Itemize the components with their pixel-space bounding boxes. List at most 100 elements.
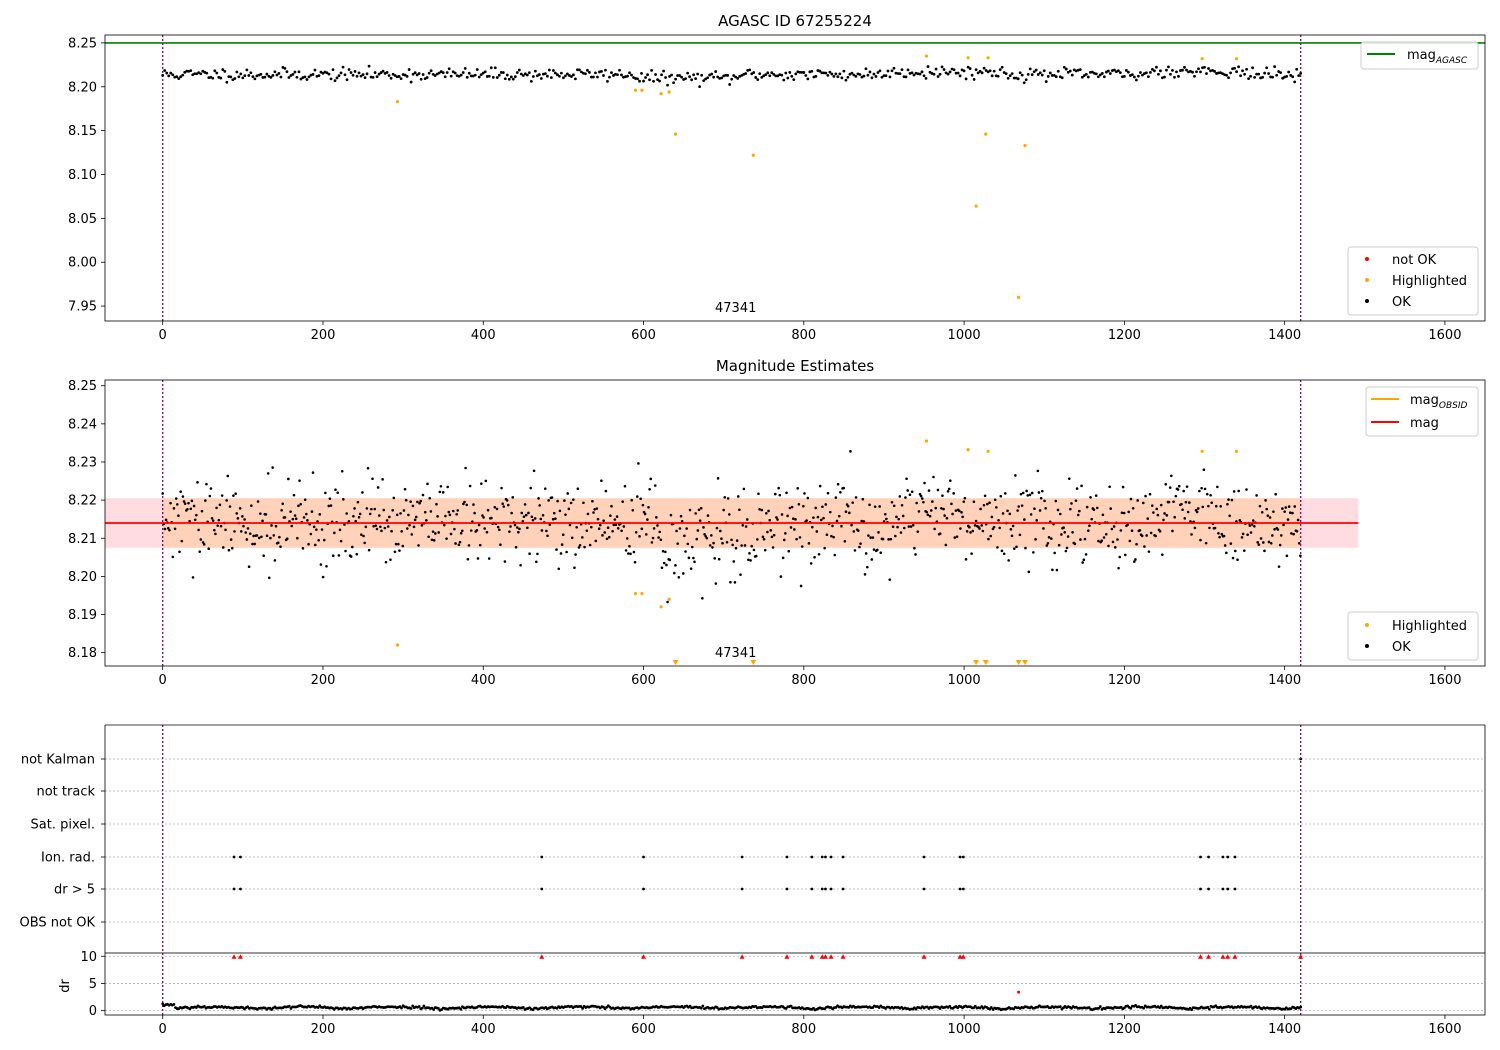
ok-point: [1065, 546, 1069, 550]
ok-point: [1006, 76, 1010, 80]
ok-point: [433, 74, 437, 77]
p4-xtick-label: 400: [471, 1022, 496, 1037]
ok-point: [361, 491, 364, 494]
ok-point: [775, 516, 778, 519]
ok-point: [886, 69, 890, 73]
dr-point: [521, 1006, 525, 1009]
ok-point: [214, 532, 217, 536]
ok-point: [686, 542, 690, 546]
ok-point: [594, 539, 598, 543]
highlighted-point: [751, 153, 755, 157]
ok-point: [1084, 72, 1088, 76]
ok-point: [187, 501, 190, 505]
ok-point: [377, 514, 381, 517]
ok-point: [1106, 69, 1110, 73]
legend-mag: mag: [1410, 416, 1439, 431]
ok-point: [574, 553, 577, 556]
p2-xtick-label: 1400: [1268, 673, 1301, 688]
ok-point: [1071, 530, 1074, 534]
ok-point: [779, 575, 783, 578]
ok-point: [224, 528, 227, 532]
ok-point: [688, 75, 692, 79]
ok-point: [646, 73, 649, 77]
ok-point: [696, 72, 700, 76]
ok-point: [782, 538, 786, 542]
ok-point: [620, 529, 623, 533]
ok-point: [796, 487, 800, 490]
ok-point: [774, 74, 778, 78]
dr-point: [161, 1002, 165, 1006]
ok-point: [1053, 551, 1056, 555]
flag-point: [1199, 887, 1202, 891]
ok-point: [672, 81, 675, 85]
ok-point: [1237, 65, 1240, 69]
ok-point: [692, 73, 696, 77]
dr-point: [409, 1007, 413, 1010]
ok-point: [806, 77, 810, 81]
ok-point: [607, 535, 611, 539]
ok-point: [480, 482, 483, 485]
ok-point: [995, 506, 998, 509]
ok-point: [658, 79, 661, 83]
ok-point: [273, 559, 277, 562]
ok-point: [602, 519, 605, 522]
ok-point: [674, 564, 677, 567]
ok-point: [483, 527, 487, 530]
ok-point: [172, 507, 176, 510]
ok-point: [500, 486, 503, 490]
ok-point: [291, 72, 295, 76]
ok-point: [679, 514, 683, 518]
ok-point: [888, 75, 892, 79]
ok-point: [1243, 72, 1246, 76]
ok-point: [285, 70, 289, 74]
ok-point: [485, 530, 489, 534]
ok-point: [594, 71, 597, 75]
ok-point: [407, 68, 411, 71]
ok-point: [585, 529, 589, 532]
ok-point: [209, 487, 213, 490]
p4-xtick-label: 600: [631, 1022, 656, 1037]
ok-point: [1176, 488, 1180, 491]
dr-point: [1206, 1005, 1210, 1009]
ok-point: [189, 507, 193, 511]
ok-point: [1256, 541, 1260, 544]
ok-point: [601, 534, 604, 537]
flag-label: dr > 5: [54, 883, 95, 898]
ok-point: [1096, 75, 1100, 79]
ok-point: [643, 512, 647, 516]
ok-point: [638, 79, 641, 83]
ok-point: [788, 506, 792, 510]
ok-point: [1136, 499, 1139, 502]
ok-point: [253, 77, 257, 81]
ok-point: [674, 77, 677, 81]
ok-point: [200, 509, 204, 513]
ok-point: [296, 536, 299, 540]
ok-point: [809, 562, 813, 565]
p1-ytick-label: 8.15: [68, 124, 97, 139]
ok-point: [199, 538, 203, 541]
ok-point: [1230, 498, 1234, 502]
ok-point: [295, 75, 299, 79]
ok-point: [537, 497, 540, 500]
ok-point: [260, 535, 263, 539]
ok-point: [1291, 511, 1294, 515]
ok-point: [1236, 558, 1239, 562]
ok-point: [945, 516, 949, 520]
ok-point: [1024, 546, 1027, 550]
ok-point: [1235, 70, 1238, 74]
ok-point: [596, 517, 600, 521]
ok-point: [922, 74, 926, 78]
ok-point: [862, 520, 866, 523]
ok-point: [781, 556, 785, 560]
ok-point: [329, 504, 333, 507]
ok-point: [169, 71, 173, 75]
ok-point: [710, 534, 713, 537]
ok-point: [484, 479, 488, 483]
ok-point: [283, 66, 287, 70]
ok-point: [299, 77, 303, 81]
ok-point: [592, 511, 595, 514]
ok-point: [560, 543, 564, 546]
ok-point: [1116, 538, 1119, 541]
ok-point: [731, 543, 734, 547]
ok-point: [747, 558, 750, 562]
